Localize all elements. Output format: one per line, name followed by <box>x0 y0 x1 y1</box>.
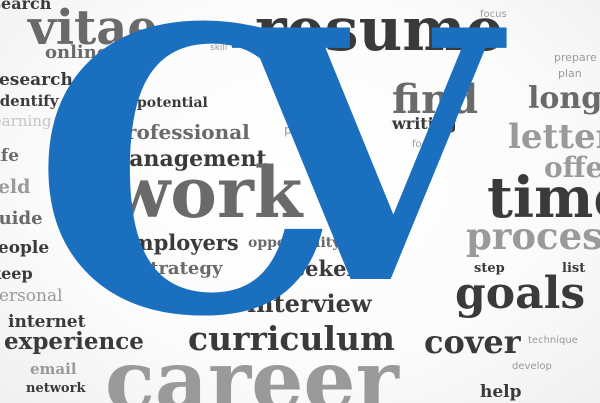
word-hire: hire <box>424 153 442 163</box>
word-resume: resume <box>255 0 504 65</box>
word-technique: technique <box>528 335 578 346</box>
word-guide: guide <box>0 208 43 229</box>
word-seekers: seekers <box>280 256 370 281</box>
word-life: life <box>0 146 20 166</box>
word-time: time <box>487 165 600 231</box>
headline-v: V <box>234 0 502 361</box>
word-work: work <box>110 151 303 234</box>
word-develop: develop <box>512 361 552 372</box>
word-internet: internet <box>8 312 86 332</box>
word-online: online <box>45 42 109 63</box>
headline-c: C <box>32 0 342 402</box>
word-cover: cover <box>424 323 521 361</box>
word-list: list <box>562 261 586 276</box>
word-network: network <box>26 381 86 396</box>
word-employers: employers <box>118 230 239 255</box>
word-letter: letter <box>508 117 600 157</box>
word-professional: professional <box>112 120 250 144</box>
word-identify: identify <box>0 92 59 110</box>
word-people: people <box>0 238 50 258</box>
word-strategy: strategy <box>140 258 223 279</box>
word-prepare: prepare <box>554 51 597 64</box>
word-goal: goal <box>282 83 304 94</box>
word-keep: keep <box>0 264 33 283</box>
word-curriculum: curriculum <box>188 319 395 358</box>
word-goals: goals <box>455 268 586 319</box>
word-research: research <box>0 70 73 90</box>
word-management: management <box>106 146 267 172</box>
word-help: help <box>480 382 522 402</box>
word-plan: plan <box>558 67 582 80</box>
word-learning: learning <box>0 112 52 130</box>
word-field: field <box>0 176 31 198</box>
word-focus-top: focus <box>480 9 507 20</box>
word-skill: skill <box>210 43 228 53</box>
word-email: email <box>30 360 77 378</box>
word-step: step <box>474 261 505 276</box>
word-opportunity: opportunity <box>248 235 341 251</box>
word-career: career <box>105 333 399 403</box>
word-writing: writing <box>392 114 457 133</box>
word-person: person <box>284 123 326 137</box>
word-interview: interview <box>247 289 372 318</box>
word-offer: offer <box>544 151 600 184</box>
word-search: search <box>0 0 52 13</box>
word-vitae: vitae <box>28 0 158 56</box>
word-focus: focus <box>412 139 439 150</box>
word-potential: potential <box>137 95 208 111</box>
word-find: find <box>392 76 479 123</box>
word-experience: experience <box>4 328 144 355</box>
word-long: long <box>528 81 600 116</box>
